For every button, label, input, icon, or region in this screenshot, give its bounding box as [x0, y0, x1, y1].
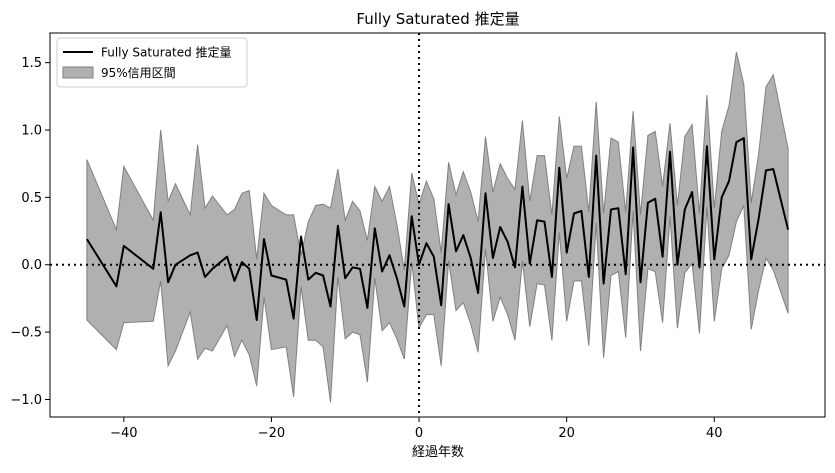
- credible-interval-band: [86, 51, 789, 403]
- x-axis-label: 経過年数: [412, 445, 464, 460]
- x-tick-label: 0: [415, 426, 423, 441]
- x-tick-label: −40: [110, 426, 137, 441]
- plot-area: [50, 33, 825, 417]
- x-tick-label: 40: [706, 426, 723, 441]
- y-axis: −1.0 −0.5 0.0 0.5 1.0 1.5: [10, 56, 50, 408]
- y-tick-label: 1.5: [21, 56, 42, 71]
- legend-band-swatch: [62, 66, 94, 79]
- y-tick-label: 0.5: [21, 191, 42, 206]
- x-axis: −40 −20 0 20 40: [110, 417, 723, 441]
- y-tick-label: −1.0: [10, 393, 42, 408]
- plot-frame: [49, 32, 826, 418]
- y-tick-label: 0.0: [21, 258, 42, 273]
- y-tick-label: −0.5: [10, 326, 42, 341]
- legend-label-estimate: Fully Saturated 推定量: [101, 45, 232, 60]
- y-tick-label: 1.0: [21, 124, 42, 139]
- x-tick-label: 20: [558, 426, 575, 441]
- chart-title: Fully Saturated 推定量: [356, 10, 519, 28]
- legend-box: [56, 37, 248, 88]
- estimate-line: [86, 137, 790, 321]
- x-tick-label: −20: [258, 426, 285, 441]
- legend-label-interval: 95%信用区間: [101, 66, 176, 80]
- legend: Fully Saturated 推定量 95%信用区間: [56, 37, 248, 88]
